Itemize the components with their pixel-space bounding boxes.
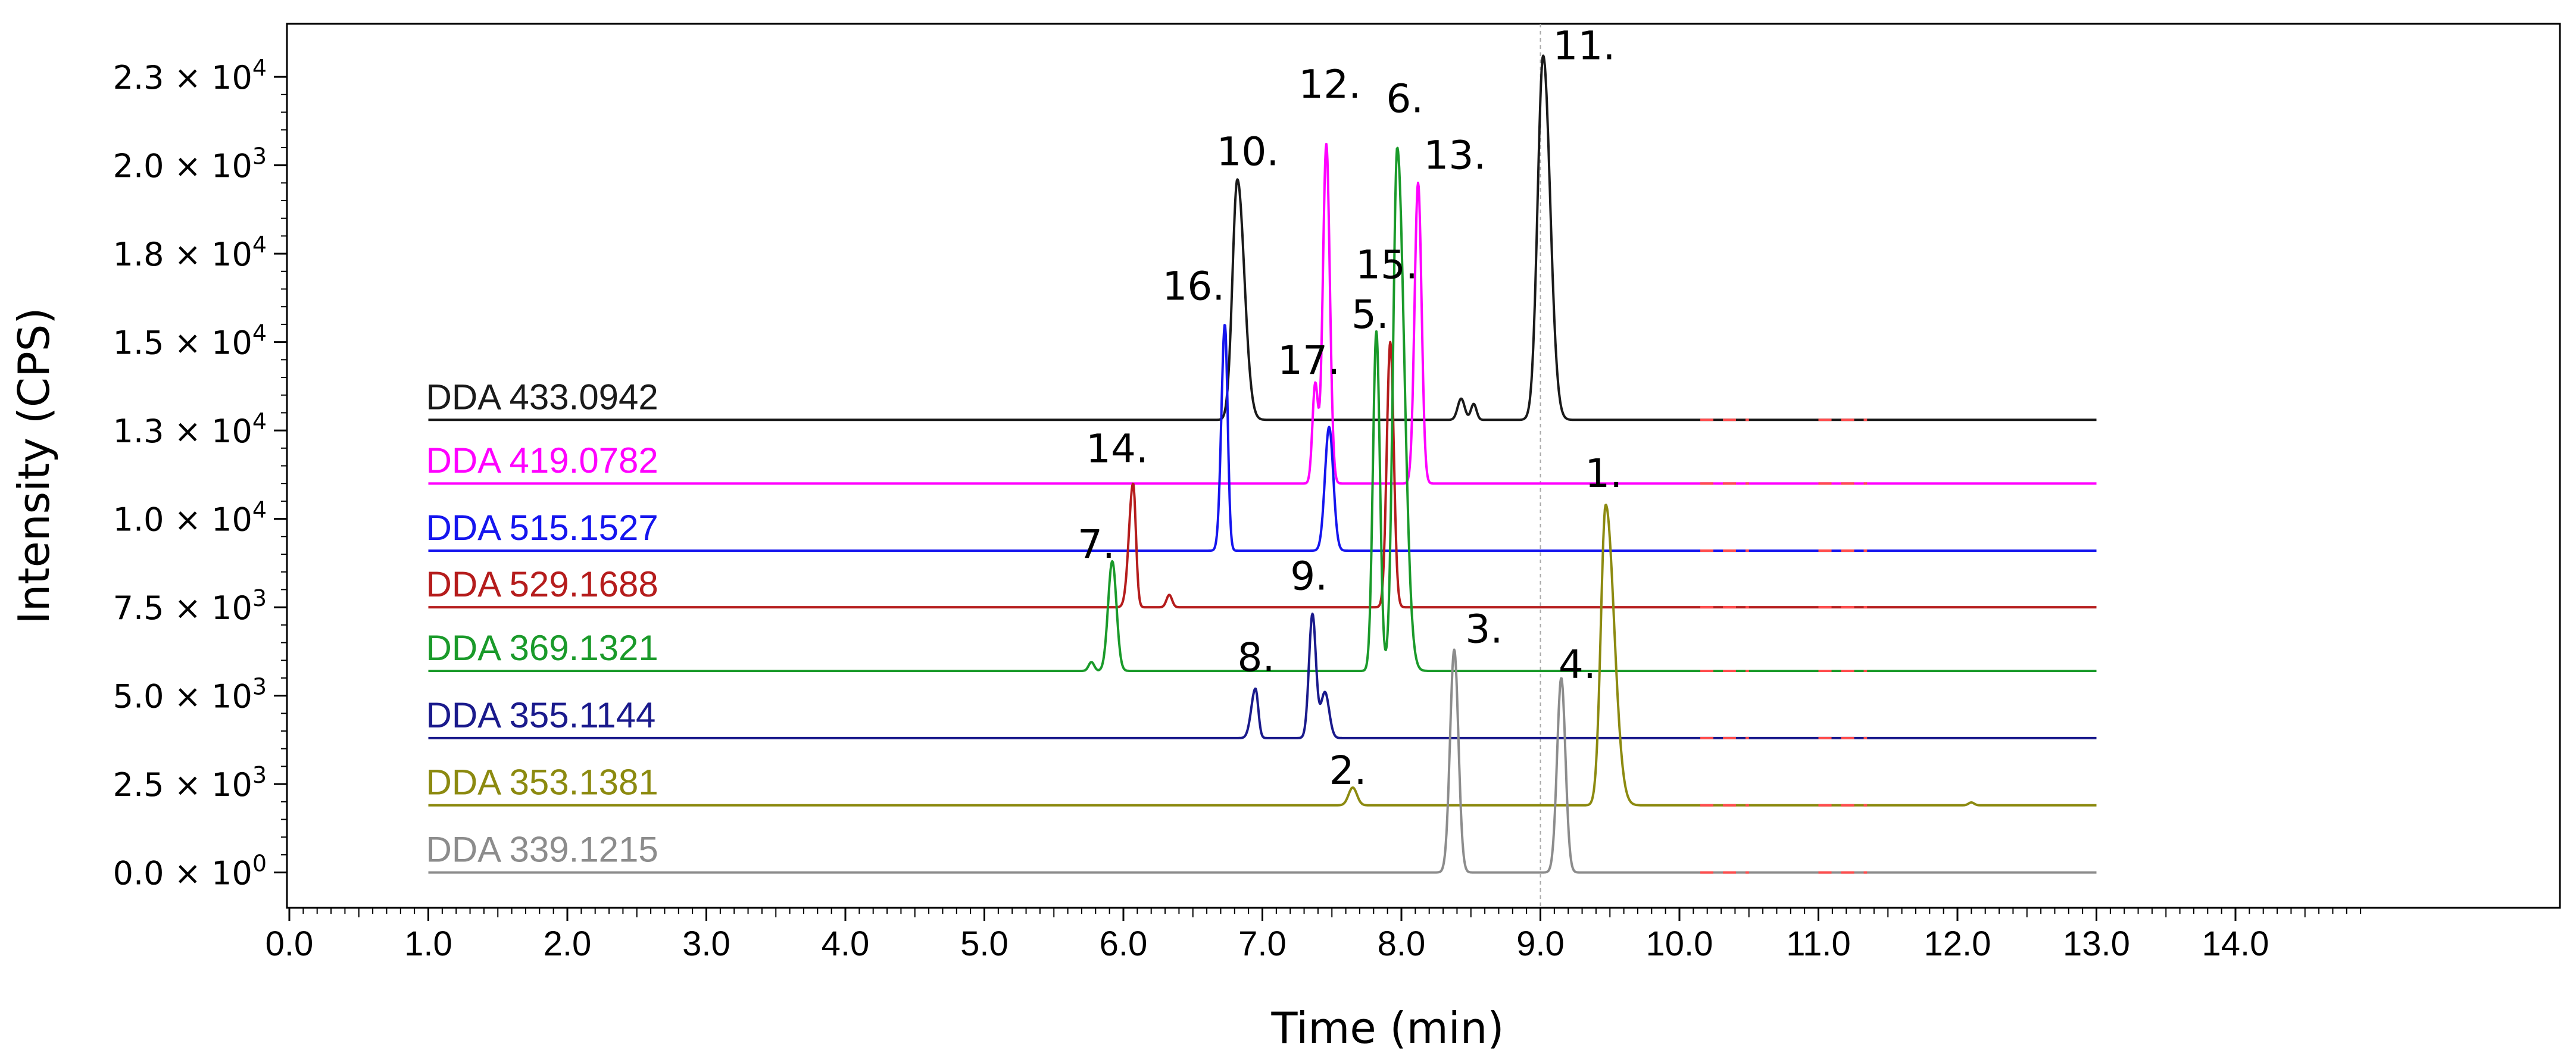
y-tick-mantissa: 7.5 × 10 [113, 589, 252, 627]
y-tick-mantissa: 1.5 × 10 [113, 324, 252, 362]
y-tick-exponent: 4 [252, 55, 267, 81]
trace-label: DDA 529.1688 [426, 564, 658, 604]
y-tick-exponent: 4 [252, 497, 267, 523]
y-tick-exponent: 3 [252, 674, 267, 700]
peak-label: 13. [1423, 133, 1486, 179]
trace-label: DDA 369.1321 [426, 628, 658, 668]
peak-label: 4. [1559, 642, 1596, 688]
peak-label: 14. [1086, 426, 1148, 472]
y-tick-label: 7.5 × 103 [113, 585, 267, 627]
y-tick-exponent: 4 [252, 320, 267, 346]
y-tick-exponent: 3 [252, 585, 267, 611]
peak-label: 9. [1290, 553, 1328, 599]
peak-label: 7. [1078, 521, 1115, 567]
y-tick-label: 0.0 × 100 [113, 851, 267, 892]
x-tick-label: 1.0 [404, 924, 452, 963]
y-tick-label: 2.3 × 104 [113, 55, 267, 96]
trace-label: DDA 353.1381 [426, 763, 658, 802]
y-tick-mantissa: 5.0 × 10 [113, 678, 252, 716]
x-tick-label: 14.0 [2202, 924, 2269, 963]
y-tick-mantissa: 2.0 × 10 [113, 148, 252, 185]
trace-label: DDA 419.0782 [426, 441, 658, 480]
y-tick-label: 1.0 × 104 [113, 497, 267, 539]
y-tick-exponent: 3 [252, 143, 267, 170]
x-tick-label: 6.0 [1100, 924, 1148, 963]
peak-label: 6. [1386, 76, 1423, 122]
y-tick-mantissa: 1.0 × 10 [113, 501, 252, 539]
peak-label: 1. [1585, 451, 1622, 496]
peak-label: 12. [1298, 62, 1361, 108]
y-tick-label: 5.0 × 103 [113, 674, 267, 716]
y-tick-mantissa: 1.8 × 10 [113, 236, 252, 273]
x-tick-label: 5.0 [960, 924, 1008, 963]
y-tick-exponent: 3 [252, 762, 267, 788]
y-tick-exponent: 4 [252, 232, 267, 258]
x-tick-label: 10.0 [1646, 924, 1713, 963]
y-tick-exponent: 0 [252, 851, 267, 877]
x-tick-label: 3.0 [682, 924, 730, 963]
peak-label: 15. [1356, 242, 1418, 288]
x-tick-label: 2.0 [544, 924, 592, 963]
trace-line [427, 341, 2097, 609]
x-tick-label: 9.0 [1516, 924, 1565, 963]
y-tick-exponent: 4 [252, 408, 267, 435]
y-tick-mantissa: 2.3 × 10 [113, 59, 252, 96]
x-tick-label: 7.0 [1238, 924, 1287, 963]
y-tick-mantissa: 1.3 × 10 [113, 413, 252, 450]
peak-label: 16. [1162, 263, 1225, 309]
peak-label: 2. [1329, 748, 1367, 794]
y-tick-label: 1.8 × 104 [113, 232, 267, 273]
x-tick-label: 12.0 [1924, 924, 1991, 963]
trace-line [427, 54, 2097, 421]
trace-line [427, 142, 2097, 485]
peak-label: 10. [1216, 129, 1279, 175]
peak-label: 5. [1351, 292, 1389, 338]
y-tick-label: 1.3 × 104 [113, 408, 267, 450]
peak-label: 8. [1237, 635, 1275, 680]
trace-label: DDA 355.1144 [426, 695, 656, 735]
peak-label: 17. [1278, 338, 1340, 383]
trace-label: DDA 515.1527 [426, 508, 658, 548]
y-tick-mantissa: 2.5 × 10 [113, 766, 252, 804]
peak-label: 3. [1465, 607, 1503, 652]
trace-line [427, 146, 2097, 672]
x-axis-title: Time (min) [1270, 1003, 1504, 1053]
y-tick-label: 1.5 × 104 [113, 320, 267, 362]
trace-label: DDA 339.1215 [426, 830, 658, 870]
y-axis-title: Intensity (CPS) [9, 308, 59, 624]
y-tick-label: 2.0 × 103 [113, 143, 267, 185]
y-tick-label: 2.5 × 103 [113, 762, 267, 804]
x-tick-label: 4.0 [822, 924, 870, 963]
trace-line [427, 324, 2097, 552]
trace-label: DDA 433.0942 [426, 377, 658, 417]
x-tick-label: 11.0 [1786, 924, 1851, 963]
x-tick-label: 8.0 [1378, 924, 1426, 963]
y-tick-mantissa: 0.0 × 10 [113, 855, 252, 892]
trace-line [427, 648, 2097, 874]
x-tick-label: 0.0 [266, 924, 314, 963]
peak-label: 11. [1553, 23, 1616, 68]
x-tick-label: 13.0 [2063, 924, 2130, 963]
